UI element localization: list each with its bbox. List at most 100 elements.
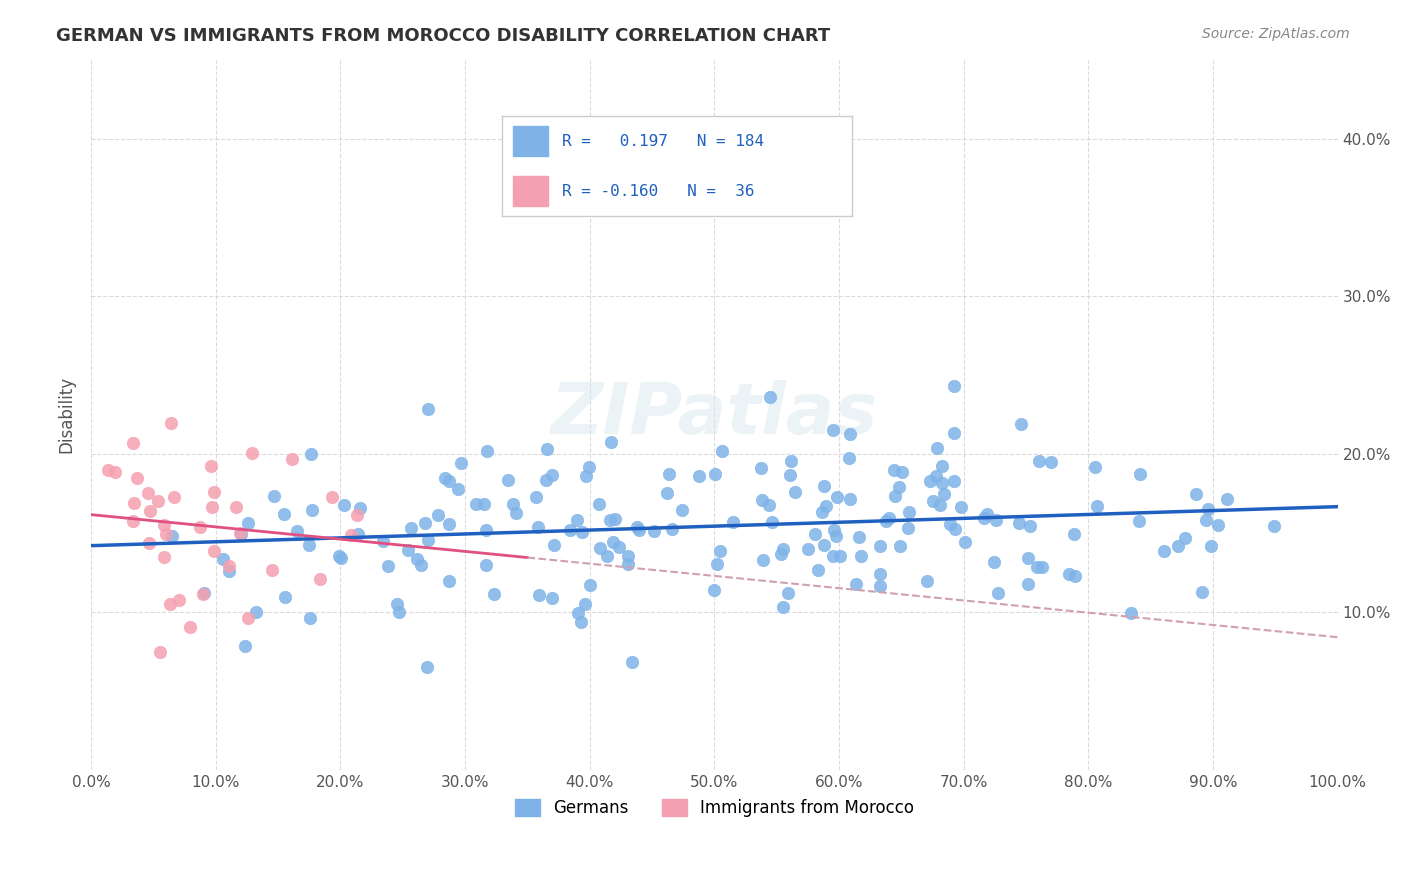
- Point: [202, 544, 225, 558]
- Point: [159, 597, 181, 611]
- Point: [983, 555, 1005, 569]
- Point: [146, 493, 169, 508]
- Text: ZIPatlas: ZIPatlas: [551, 380, 879, 450]
- Point: [758, 498, 780, 512]
- Point: [332, 498, 354, 512]
- Point: [661, 522, 683, 536]
- Point: [1128, 467, 1150, 481]
- Point: [706, 557, 728, 571]
- Point: [571, 524, 593, 539]
- Point: [475, 523, 498, 537]
- Point: [1153, 544, 1175, 558]
- Point: [779, 467, 801, 482]
- Point: [387, 597, 409, 611]
- Point: [609, 540, 631, 554]
- Point: [1263, 519, 1285, 533]
- Point: [877, 510, 900, 524]
- Point: [595, 549, 617, 563]
- Point: [778, 585, 800, 599]
- Point: [811, 505, 834, 519]
- Point: [1174, 532, 1197, 546]
- Point: [752, 552, 775, 566]
- Point: [655, 485, 678, 500]
- Point: [1057, 567, 1080, 582]
- Point: [346, 508, 368, 523]
- Point: [245, 605, 267, 619]
- Point: [388, 605, 411, 619]
- Point: [475, 558, 498, 572]
- Point: [188, 520, 211, 534]
- Point: [931, 459, 953, 474]
- Point: [340, 527, 363, 541]
- Point: [953, 534, 976, 549]
- Point: [838, 451, 860, 466]
- Point: [160, 416, 183, 430]
- Point: [427, 508, 450, 522]
- Point: [396, 543, 419, 558]
- Point: [1063, 527, 1085, 541]
- Point: [984, 513, 1007, 527]
- Point: [588, 497, 610, 511]
- Point: [377, 559, 399, 574]
- Legend: Germans, Immigrants from Morocco: Germans, Immigrants from Morocco: [506, 791, 922, 826]
- Point: [796, 542, 818, 557]
- Point: [138, 504, 160, 518]
- Point: [825, 490, 848, 504]
- Point: [218, 565, 240, 579]
- Point: [349, 501, 371, 516]
- Point: [472, 497, 495, 511]
- Point: [447, 483, 470, 497]
- Point: [838, 426, 860, 441]
- Point: [761, 515, 783, 529]
- Point: [437, 517, 460, 532]
- Point: [405, 552, 427, 566]
- Point: [897, 521, 920, 535]
- Point: [240, 446, 263, 460]
- Point: [839, 491, 862, 506]
- Point: [851, 549, 873, 563]
- Point: [309, 572, 332, 586]
- Point: [416, 533, 439, 547]
- Point: [191, 587, 214, 601]
- Point: [579, 578, 602, 592]
- Point: [298, 538, 321, 552]
- Point: [153, 550, 176, 565]
- Point: [703, 467, 725, 481]
- Point: [1121, 606, 1143, 620]
- Point: [233, 639, 256, 653]
- Point: [884, 489, 907, 503]
- Point: [813, 538, 835, 552]
- Point: [149, 645, 172, 659]
- Point: [1031, 560, 1053, 574]
- Point: [779, 454, 801, 468]
- Point: [821, 549, 844, 564]
- Point: [346, 527, 368, 541]
- Point: [891, 465, 914, 479]
- Point: [627, 523, 650, 537]
- Point: [1128, 514, 1150, 528]
- Point: [973, 511, 995, 525]
- Point: [122, 496, 145, 510]
- Point: [299, 447, 322, 461]
- Point: [281, 452, 304, 467]
- Point: [889, 539, 911, 553]
- Point: [804, 527, 827, 541]
- Point: [1039, 455, 1062, 469]
- Point: [921, 494, 943, 508]
- Point: [138, 536, 160, 550]
- Point: [502, 497, 524, 511]
- Point: [889, 480, 911, 494]
- Point: [200, 458, 222, 473]
- Point: [193, 586, 215, 600]
- Point: [932, 486, 955, 500]
- Point: [925, 469, 948, 483]
- Point: [848, 530, 870, 544]
- Point: [897, 505, 920, 519]
- Point: [925, 441, 948, 455]
- Point: [526, 520, 548, 534]
- Point: [599, 513, 621, 527]
- Point: [1018, 519, 1040, 533]
- Point: [179, 620, 201, 634]
- Point: [751, 492, 773, 507]
- Point: [709, 544, 731, 558]
